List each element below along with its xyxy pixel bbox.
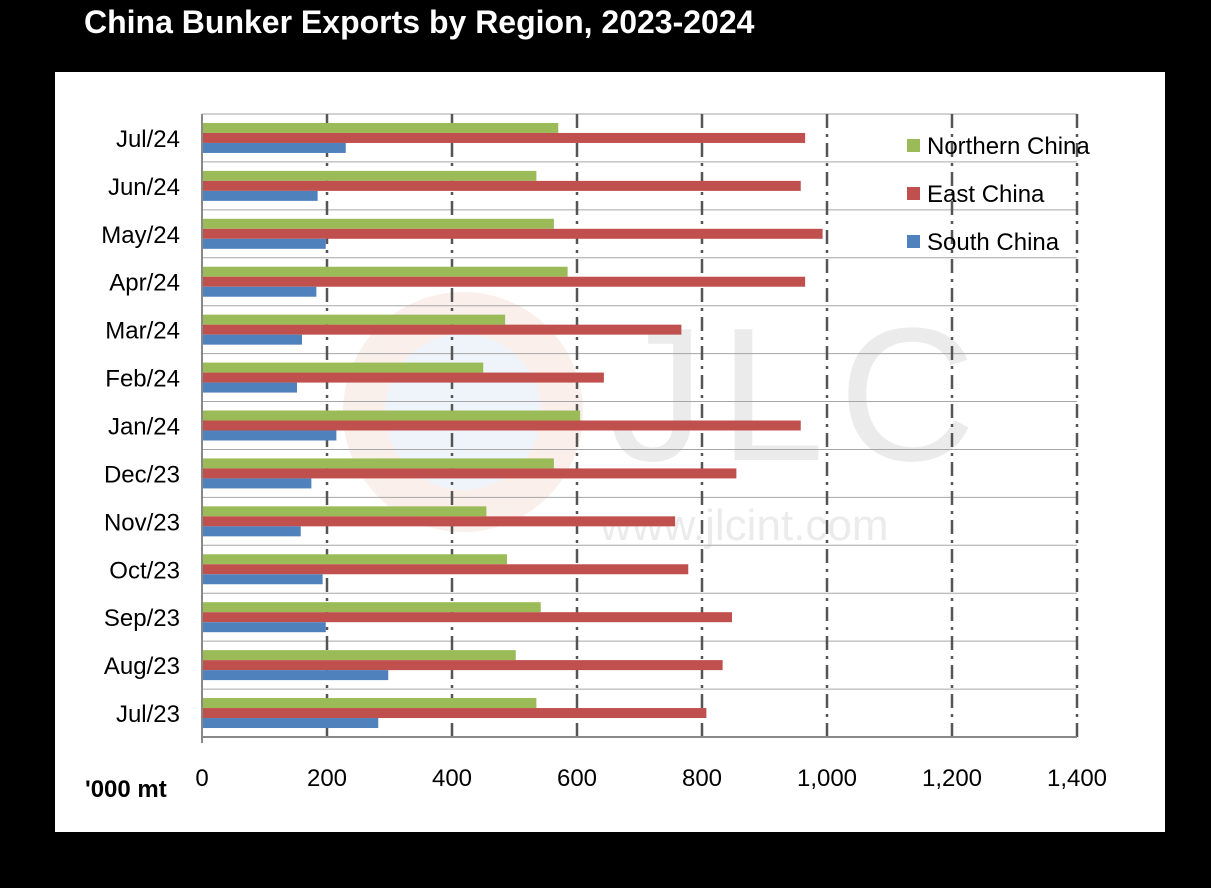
legend-swatch bbox=[907, 235, 920, 248]
bar-northern-china bbox=[202, 362, 484, 373]
legend-label: East China bbox=[927, 181, 1045, 208]
chart-panel: JLC www.jlcint.com Jul/24 Jun/24 May/24 Apr… bbox=[55, 72, 1165, 832]
bar-northern-china bbox=[202, 266, 568, 277]
bar-south-china bbox=[202, 670, 389, 681]
bar-south-china bbox=[202, 382, 297, 393]
bar-south-china bbox=[202, 430, 337, 441]
category-label: May/24 bbox=[101, 222, 180, 249]
axes bbox=[201, 114, 1077, 743]
category-label: Dec/23 bbox=[104, 461, 180, 488]
bar-northern-china bbox=[202, 122, 559, 133]
x-tick-label: 1,200 bbox=[922, 765, 982, 792]
legend-swatch bbox=[907, 187, 920, 200]
bar-east-china bbox=[202, 324, 682, 335]
bar-east-china bbox=[202, 228, 823, 239]
bar-east-china bbox=[202, 372, 604, 383]
x-tick-labels: 0 200 400 600 800 1,000 1,200 1,400 bbox=[195, 765, 1107, 792]
bar-south-china bbox=[202, 142, 346, 153]
category-label: Jul/24 bbox=[116, 126, 180, 153]
bar-northern-china bbox=[202, 506, 487, 517]
bar-south-china bbox=[202, 238, 326, 249]
x-tick-label: 800 bbox=[682, 765, 722, 792]
page-title: China Bunker Exports by Region, 2023-202… bbox=[84, 4, 755, 40]
x-tick-label: 400 bbox=[432, 765, 472, 792]
bar-northern-china bbox=[202, 410, 581, 421]
category-label: Apr/24 bbox=[109, 270, 180, 297]
category-label: Jan/24 bbox=[108, 414, 180, 441]
bar-northern-china bbox=[202, 554, 507, 565]
bar-northern-china bbox=[202, 218, 554, 229]
category-label: Jun/24 bbox=[108, 174, 180, 201]
bar-east-china bbox=[202, 612, 732, 623]
category-label: Feb/24 bbox=[105, 366, 180, 393]
watermark-logo-text: JLC bbox=[610, 289, 990, 501]
bar-east-china bbox=[202, 516, 676, 527]
bar-east-china bbox=[202, 660, 723, 671]
category-label: Mar/24 bbox=[105, 318, 180, 345]
bar-chart: JLC www.jlcint.com Jul/24Jun/24May/24Apr… bbox=[85, 113, 1107, 803]
bar-east-china bbox=[202, 420, 801, 431]
legend: Northern China East China South China bbox=[907, 133, 1090, 256]
x-tick-label: 1,000 bbox=[797, 765, 857, 792]
bar-south-china bbox=[202, 574, 323, 585]
bar-east-china bbox=[202, 564, 689, 575]
bar-northern-china bbox=[202, 170, 537, 181]
bar-east-china bbox=[202, 276, 806, 287]
bar-northern-china bbox=[202, 602, 541, 613]
bar-east-china bbox=[202, 708, 707, 719]
bar-south-china bbox=[202, 526, 301, 537]
category-label: Sep/23 bbox=[104, 605, 180, 632]
x-tick-label: 0 bbox=[195, 765, 208, 792]
category-labels: Jul/24 Jun/24 May/24 Apr/24 Mar/24 Feb/24 Jan/… bbox=[101, 126, 180, 728]
category-label: Aug/23 bbox=[104, 653, 180, 680]
x-tick-label: 200 bbox=[307, 765, 347, 792]
bar-south-china bbox=[202, 334, 302, 345]
unit-label: '000 mt bbox=[85, 776, 167, 803]
bar-south-china bbox=[202, 718, 379, 729]
x-tick-label: 1,400 bbox=[1047, 765, 1107, 792]
bar-east-china bbox=[202, 468, 737, 479]
category-label: Nov/23 bbox=[104, 509, 180, 536]
bar-east-china bbox=[202, 132, 806, 143]
bar-northern-china bbox=[202, 650, 516, 661]
category-label: Oct/23 bbox=[109, 557, 180, 584]
bar-south-china bbox=[202, 286, 317, 297]
bar-northern-china bbox=[202, 458, 554, 469]
bar-northern-china bbox=[202, 314, 506, 325]
legend-label: South China bbox=[927, 229, 1060, 256]
x-tick-label: 600 bbox=[557, 765, 597, 792]
bar-east-china bbox=[202, 180, 801, 191]
bar-south-china bbox=[202, 622, 326, 633]
category-label: Jul/23 bbox=[116, 701, 180, 728]
bar-south-china bbox=[202, 190, 318, 201]
bar-northern-china bbox=[202, 698, 537, 709]
bar-south-china bbox=[202, 478, 312, 489]
bars bbox=[202, 122, 823, 729]
legend-swatch bbox=[907, 139, 920, 152]
legend-label: Northern China bbox=[927, 133, 1090, 160]
